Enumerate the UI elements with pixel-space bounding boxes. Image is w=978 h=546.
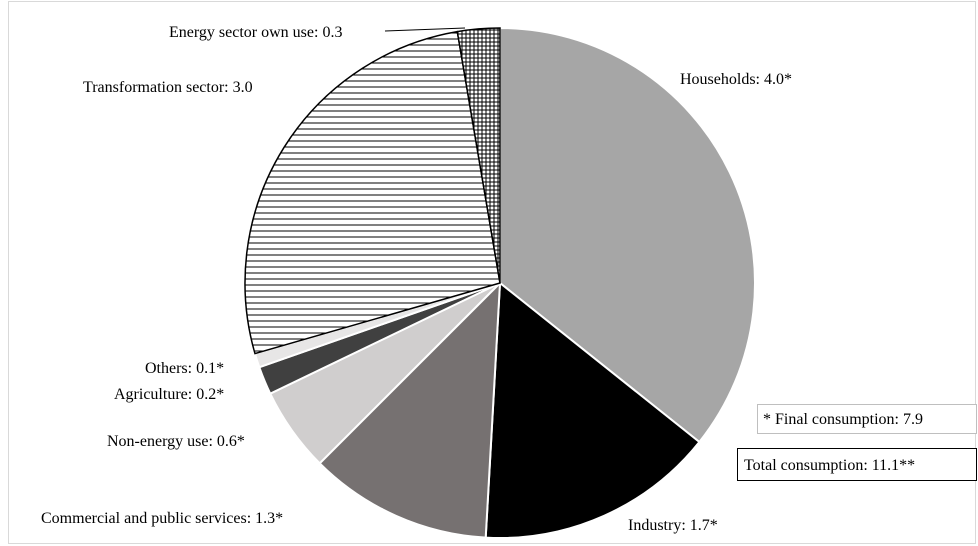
total-consumption-note: Total consumption: 11.1** — [737, 448, 977, 481]
slice-label-agriculture: Agriculture: 0.2* — [114, 386, 224, 403]
final-consumption-note: * Final consumption: 7.9 — [757, 404, 977, 434]
slice-label-households: Households: 4.0* — [680, 71, 792, 88]
slice-label-transformation-sector: Transformation sector: 3.0 — [83, 79, 253, 96]
slice-label-non-energy-use: Non-energy use: 0.6* — [107, 433, 245, 450]
pie-slice-energy-sector-own-use — [456, 27, 501, 284]
pie-slice-industry — [484, 281, 701, 539]
slice-label-industry: Industry: 1.7* — [628, 517, 718, 534]
chart-frame — [8, 1, 976, 544]
pie-slice-households — [499, 26, 756, 444]
slice-label-energy-sector-own-use: Energy sector own use: 0.3 — [169, 24, 342, 41]
slice-label-others: Others: 0.1* — [145, 360, 224, 377]
pie-slice-commercial-and-public-services — [318, 280, 502, 539]
pie-slice-transformation-sector — [244, 30, 501, 355]
leader-line-energy-sector-own-use — [384, 27, 466, 32]
slice-label-commercial-and-public-services: Commercial and public services: 1.3* — [41, 510, 283, 527]
